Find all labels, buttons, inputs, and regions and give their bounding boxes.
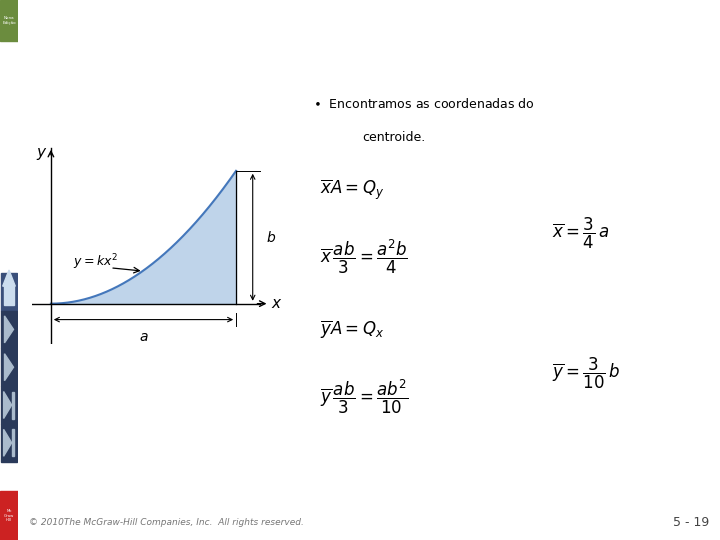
Text: 5 - 19: 5 - 19 [673, 516, 709, 529]
Polygon shape [4, 429, 12, 456]
Bar [1, 424, 17, 462]
Bar [4, 286, 14, 305]
Text: $a$: $a$ [139, 330, 148, 344]
Text: $y$: $y$ [36, 146, 48, 161]
Text: © 2010The McGraw-Hill Companies, Inc.  All rights reserved.: © 2010The McGraw-Hill Companies, Inc. Al… [29, 518, 303, 527]
Text: $b$: $b$ [266, 230, 276, 245]
Polygon shape [4, 392, 12, 418]
Text: $\overline{x}A = Q_y$: $\overline{x}A = Q_y$ [320, 178, 384, 202]
Bar [1, 386, 17, 424]
Text: $x$: $x$ [271, 296, 282, 311]
Text: $\overline{y}\,\dfrac{ab}{3} = \dfrac{ab^2}{10}$: $\overline{y}\,\dfrac{ab}{3} = \dfrac{ab… [320, 377, 408, 416]
Bar [1, 310, 17, 348]
Bar [1, 348, 17, 386]
Bar [1, 273, 17, 310]
Text: Problema Resolvido 5.4: Problema Resolvido 5.4 [29, 53, 250, 71]
Bar [12, 429, 14, 456]
Text: $\overline{y}A = Q_x$: $\overline{y}A = Q_x$ [320, 318, 384, 340]
Text: Mecânica Vetorial para Engenheiros: Estática: Mecânica Vetorial para Engenheiros: Está… [29, 12, 598, 33]
Text: Mc
Graw
Hill: Mc Graw Hill [4, 509, 14, 522]
Text: Nona
Edição: Nona Edição [2, 16, 16, 25]
Polygon shape [4, 316, 14, 343]
Bar [12, 392, 14, 418]
Text: $\overline{y} = \dfrac{3}{10}\,b$: $\overline{y} = \dfrac{3}{10}\,b$ [552, 356, 620, 392]
Polygon shape [4, 354, 14, 381]
Text: $\bullet$  Encontramos as coordenadas do: $\bullet$ Encontramos as coordenadas do [312, 97, 534, 111]
Text: centroide.: centroide. [362, 131, 426, 144]
Bar [0, 0, 18, 40]
Text: $\overline{x}\,\dfrac{ab}{3} = \dfrac{a^2 b}{4}$: $\overline{x}\,\dfrac{ab}{3} = \dfrac{a^… [320, 237, 408, 275]
Polygon shape [3, 270, 15, 286]
Text: $\overline{x} = \dfrac{3}{4}\,a$: $\overline{x} = \dfrac{3}{4}\,a$ [552, 216, 608, 251]
Text: $y = kx^2$: $y = kx^2$ [73, 253, 118, 272]
Bar [0, 491, 18, 540]
